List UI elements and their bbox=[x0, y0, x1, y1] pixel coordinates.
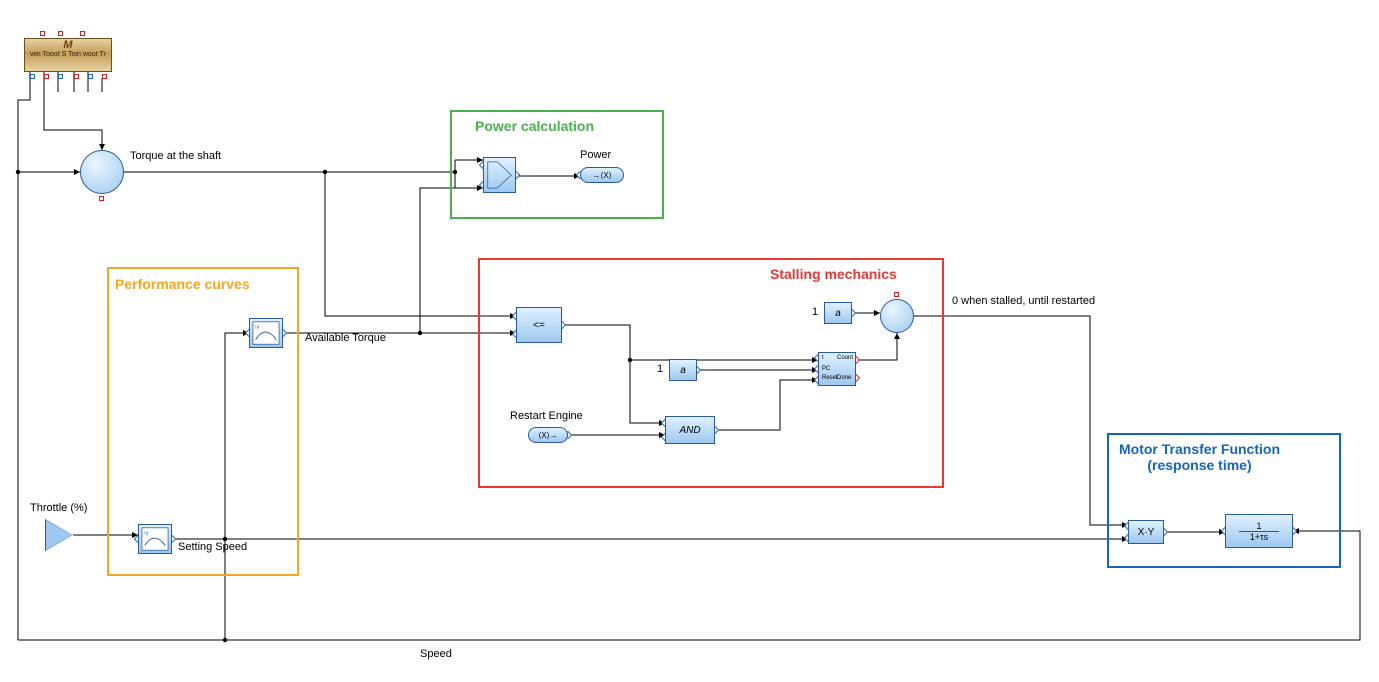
sum-block-stall[interactable] bbox=[880, 299, 914, 333]
label-throttle: Throttle (%) bbox=[30, 502, 87, 514]
sum-stall-port-icon bbox=[894, 292, 899, 297]
counter-t-label: t bbox=[822, 355, 824, 361]
memory-subtitle: win Toout S Toin wout Tr bbox=[25, 51, 111, 58]
transfer-function-block[interactable]: 1 1+τs bbox=[1225, 514, 1293, 548]
group-power-title: Power calculation bbox=[475, 118, 594, 134]
throttle-gain-fill bbox=[46, 520, 72, 550]
group-stalling-title: Stalling mechanics bbox=[770, 266, 897, 282]
group-stalling bbox=[478, 258, 944, 488]
const1b-pre: 1 bbox=[812, 306, 818, 318]
const-a-label: a bbox=[680, 365, 686, 376]
tf-num: 1 bbox=[1256, 521, 1261, 531]
and-block[interactable]: AND bbox=[665, 416, 715, 444]
counter-count-label: Count bbox=[837, 355, 853, 361]
counter-pc-label: PC bbox=[822, 366, 830, 372]
label-torque-shaft: Torque at the shaft bbox=[130, 150, 221, 162]
svg-text:↑y: ↑y bbox=[254, 324, 260, 330]
xy-label: X·Y bbox=[1138, 527, 1155, 538]
and-label: AND bbox=[679, 425, 700, 436]
mux-icon bbox=[484, 158, 515, 192]
counter-reset-label: Reset bbox=[822, 375, 838, 381]
label-available-torque: Available Torque bbox=[305, 332, 386, 344]
from-restart-block[interactable]: ⟨X⟩→ bbox=[528, 427, 568, 443]
sum-block-shaft[interactable] bbox=[80, 150, 124, 194]
goto-power-block[interactable]: →⟨X⟩ bbox=[580, 167, 624, 183]
sum-port-icon bbox=[99, 196, 104, 201]
const1-pre: 1 bbox=[657, 363, 663, 375]
group-performance-curves bbox=[107, 267, 299, 576]
compare-block[interactable]: <= bbox=[516, 307, 562, 343]
group-motor-title: Motor Transfer Function (response time) bbox=[1119, 441, 1280, 473]
label-power: Power bbox=[580, 149, 611, 161]
power-mux-block[interactable] bbox=[483, 157, 516, 193]
lut-curve-icon: ↑y bbox=[139, 525, 171, 553]
group-performance-title: Performance curves bbox=[115, 276, 250, 292]
svg-text:↑y: ↑y bbox=[143, 530, 149, 536]
label-restart-engine: Restart Engine bbox=[510, 410, 583, 422]
lookup-speed-block[interactable]: ↑y bbox=[138, 524, 172, 554]
const-b-block[interactable]: a bbox=[824, 302, 852, 324]
const-a-block[interactable]: a bbox=[669, 359, 697, 381]
memory-title: M bbox=[25, 39, 111, 51]
memory-block[interactable]: M win Toout S Toin wout Tr bbox=[24, 38, 112, 72]
const-b-label: a bbox=[835, 308, 841, 319]
lookup-torque-block[interactable]: ↑y bbox=[249, 318, 283, 348]
label-stall-out: 0 when stalled, until restarted bbox=[952, 295, 1095, 307]
counter-done-label: Done bbox=[837, 375, 851, 381]
label-speed: Speed bbox=[420, 648, 452, 660]
compare-op: <= bbox=[533, 320, 545, 331]
goto-power-label: →⟨X⟩ bbox=[592, 171, 612, 180]
lut-curve-icon: ↑y bbox=[250, 319, 282, 347]
from-restart-label: ⟨X⟩→ bbox=[538, 431, 558, 440]
multiply-xy-block[interactable]: X·Y bbox=[1128, 520, 1164, 544]
label-setting-speed: Setting Speed bbox=[178, 541, 247, 553]
tf-den: 1+τs bbox=[1250, 532, 1268, 542]
